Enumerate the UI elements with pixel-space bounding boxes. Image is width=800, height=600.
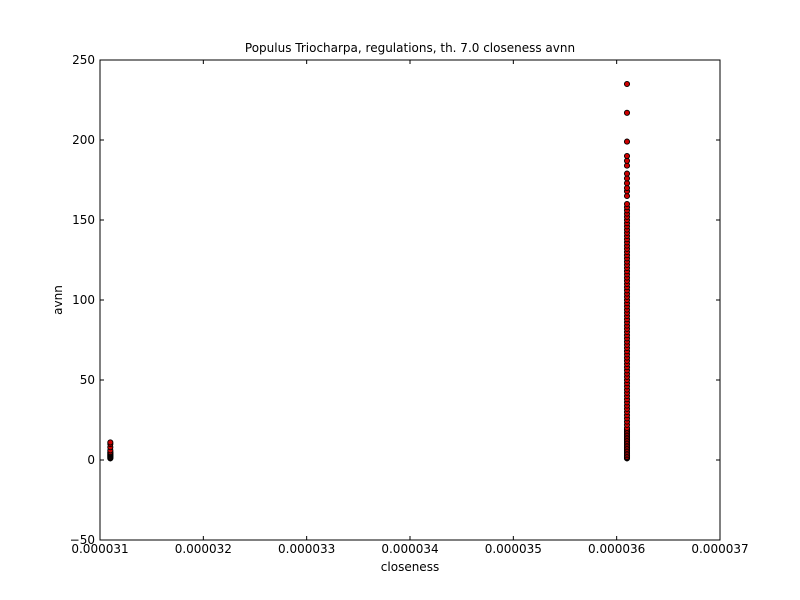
y-tick-label: 50 [80,373,95,387]
y-tick-label: −50 [70,533,95,547]
chart-title: Populus Triocharpa, regulations, th. 7.0… [245,41,575,55]
x-tick-label: 0.000036 [588,542,645,556]
x-tick-label: 0.000031 [71,542,128,556]
y-tick-label: 100 [72,293,95,307]
y-tick-label: 250 [72,53,95,67]
y-tick-label: 0 [87,453,95,467]
data-point [623,138,631,145]
data-point [623,170,631,177]
x-tick-label: 0.000037 [691,542,748,556]
data-point [623,152,631,160]
x-tick-label: 0.000035 [485,542,542,556]
y-tick-label: 200 [72,133,95,147]
y-axis-ticks: −50 0 50 100 150 200 250 [70,53,720,547]
x-axis-title: closeness [381,560,439,574]
x-axis-ticks: 0.000031 0.000032 0.000033 0.000034 0.000035… [71,60,749,556]
data-points [107,80,631,462]
x-tick-label: 0.000033 [278,542,335,556]
x-tick-label: 0.000034 [381,542,438,556]
y-axis-title: avnn [51,285,65,315]
data-point [623,109,631,116]
data-point [107,439,114,446]
x-tick-label: 0.000032 [175,542,232,556]
data-point [623,80,631,88]
y-tick-label: 150 [72,213,95,227]
data-point [623,200,631,208]
